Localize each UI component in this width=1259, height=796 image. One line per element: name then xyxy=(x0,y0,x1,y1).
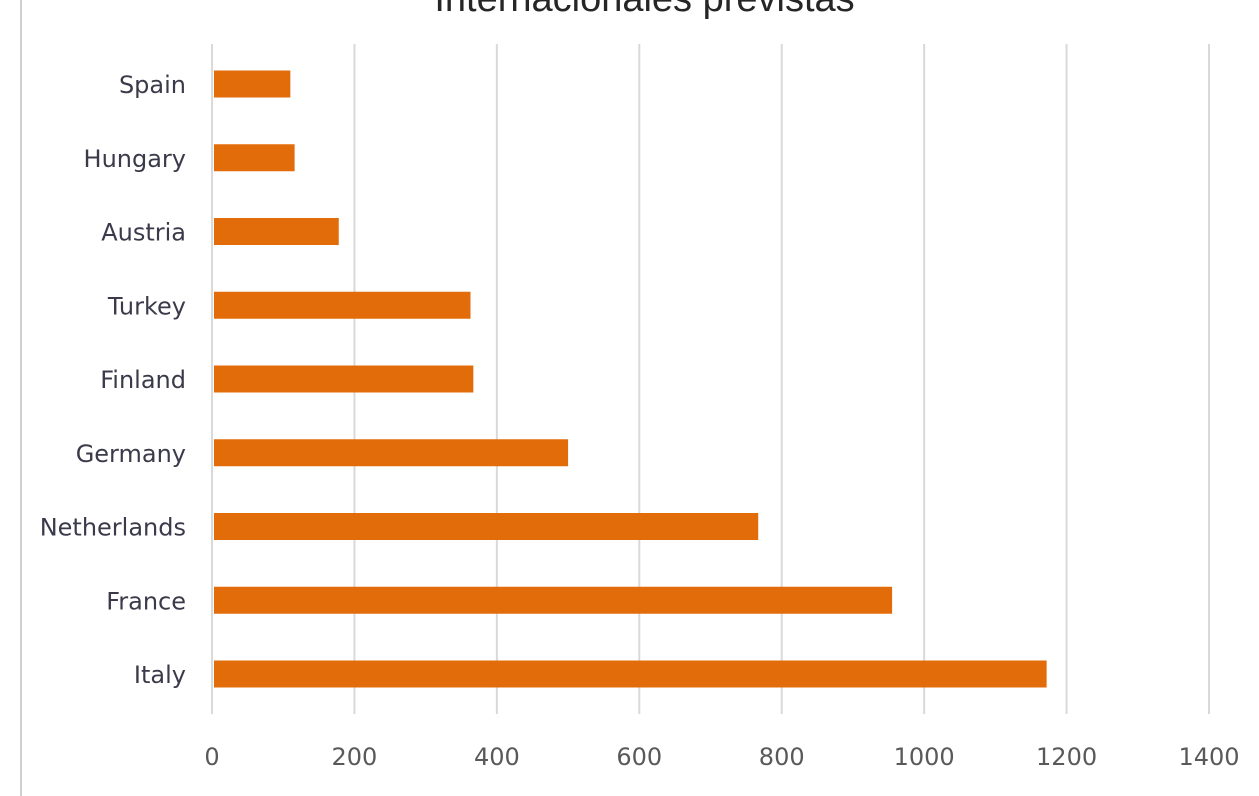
x-tick-label: 800 xyxy=(759,743,805,771)
bar-austria xyxy=(214,218,339,245)
grid-lines xyxy=(211,44,1210,714)
category-labels: Spain Hungary Austria Turkey Finland Germany N… xyxy=(40,71,186,689)
bar-france xyxy=(214,586,893,614)
category-label-hungary: Hungary xyxy=(84,145,186,173)
category-label-netherlands: Netherlands xyxy=(40,514,186,542)
bar-netherlands xyxy=(214,513,759,540)
category-label-france: France xyxy=(106,587,186,615)
category-label-turkey: Turkey xyxy=(107,292,186,320)
bar-germany xyxy=(214,439,569,467)
category-label-finland: Finland xyxy=(100,366,186,394)
category-label-italy: Italy xyxy=(134,661,186,689)
bar-hungary xyxy=(214,144,295,172)
bar-finland xyxy=(214,365,474,393)
x-tick-label: 1200 xyxy=(1036,743,1097,771)
bar-turkey xyxy=(214,291,471,319)
bars xyxy=(214,70,1047,688)
x-tick-label: 0 xyxy=(204,743,219,771)
chart-title: Internacionales previstas xyxy=(0,0,1259,19)
x-tick-label: 600 xyxy=(616,743,662,771)
bar-spain xyxy=(214,70,291,98)
x-tick-label: 1000 xyxy=(894,743,955,771)
x-tick-label: 1400 xyxy=(1178,743,1239,771)
x-tick-labels: 0 200 400 600 800 1000 1200 1400 xyxy=(204,743,1239,771)
category-label-spain: Spain xyxy=(119,71,186,99)
category-label-germany: Germany xyxy=(76,440,186,468)
x-tick-label: 200 xyxy=(332,743,378,771)
category-label-austria: Austria xyxy=(101,219,186,247)
frame-border xyxy=(20,0,22,796)
bar-italy xyxy=(214,660,1047,688)
x-tick-label: 400 xyxy=(474,743,520,771)
